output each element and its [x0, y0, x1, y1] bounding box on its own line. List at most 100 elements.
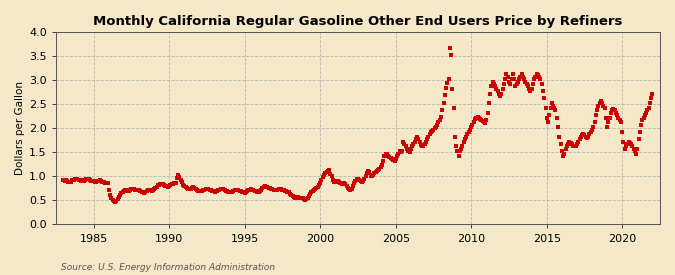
Point — [522, 84, 533, 89]
Point — [150, 186, 161, 190]
Point — [549, 106, 560, 110]
Point — [427, 128, 437, 133]
Point — [384, 154, 395, 159]
Point — [230, 188, 240, 192]
Point — [345, 188, 356, 192]
Point — [178, 182, 188, 187]
Point — [505, 82, 516, 86]
Point — [228, 189, 239, 193]
Point — [356, 179, 367, 184]
Point — [243, 188, 254, 192]
Point — [622, 142, 632, 146]
Point — [225, 190, 236, 194]
Point — [287, 194, 298, 198]
Point — [131, 188, 142, 192]
Point — [624, 141, 635, 145]
Point — [460, 137, 470, 141]
Point — [154, 182, 165, 187]
Point — [418, 143, 429, 148]
Point — [338, 181, 348, 185]
Point — [570, 143, 581, 148]
Point — [360, 174, 371, 178]
Point — [316, 178, 327, 182]
Y-axis label: Dollars per Gallon: Dollars per Gallon — [15, 81, 25, 175]
Point — [489, 84, 500, 89]
Point — [438, 100, 449, 105]
Point — [297, 196, 308, 201]
Point — [110, 200, 121, 204]
Point — [192, 188, 202, 192]
Point — [492, 89, 503, 93]
Point — [510, 84, 520, 89]
Point — [574, 137, 585, 141]
Point — [87, 179, 98, 183]
Point — [204, 188, 215, 192]
Point — [202, 187, 213, 191]
Point — [618, 139, 629, 144]
Point — [302, 196, 313, 201]
Point — [294, 195, 304, 200]
Point — [298, 197, 309, 202]
Point — [537, 89, 548, 93]
Point — [111, 199, 122, 204]
Point — [472, 114, 483, 119]
Point — [323, 169, 333, 173]
Point — [295, 195, 306, 200]
Point — [199, 188, 210, 192]
Point — [419, 142, 430, 146]
Point — [425, 132, 435, 137]
Point — [512, 79, 523, 84]
Point — [397, 149, 408, 153]
Point — [539, 96, 549, 101]
Point — [416, 144, 427, 148]
Point — [362, 168, 373, 173]
Point — [153, 183, 163, 188]
Point — [462, 132, 473, 137]
Point — [446, 53, 456, 57]
Point — [587, 127, 597, 132]
Point — [167, 181, 178, 186]
Point — [100, 180, 111, 185]
Point — [520, 79, 531, 84]
Point — [112, 197, 123, 202]
Point — [193, 189, 204, 193]
Point — [67, 178, 78, 182]
Point — [195, 189, 206, 193]
Point — [558, 154, 568, 158]
Point — [573, 139, 584, 144]
Point — [205, 188, 216, 192]
Point — [317, 175, 328, 180]
Point — [634, 130, 645, 134]
Point — [174, 175, 185, 180]
Point — [119, 188, 130, 192]
Point — [122, 189, 133, 193]
Point — [342, 184, 352, 188]
Point — [76, 178, 86, 183]
Point — [546, 101, 557, 105]
Point — [429, 126, 440, 130]
Point — [84, 178, 95, 182]
Point — [291, 195, 302, 200]
Point — [71, 177, 82, 181]
Point — [200, 187, 211, 191]
Point — [128, 187, 138, 191]
Point — [179, 184, 190, 189]
Point — [348, 184, 358, 189]
Point — [236, 189, 246, 193]
Point — [329, 180, 340, 184]
Point — [138, 191, 149, 195]
Point — [83, 177, 94, 182]
Point — [620, 147, 630, 151]
Point — [331, 179, 342, 183]
Point — [585, 130, 596, 134]
Point — [304, 194, 315, 198]
Point — [232, 188, 242, 192]
Point — [367, 174, 377, 178]
Point — [171, 176, 182, 180]
Point — [97, 179, 108, 184]
Point — [476, 118, 487, 122]
Point — [591, 108, 602, 112]
Point — [323, 168, 334, 172]
Point — [448, 106, 459, 110]
Point — [604, 116, 615, 120]
